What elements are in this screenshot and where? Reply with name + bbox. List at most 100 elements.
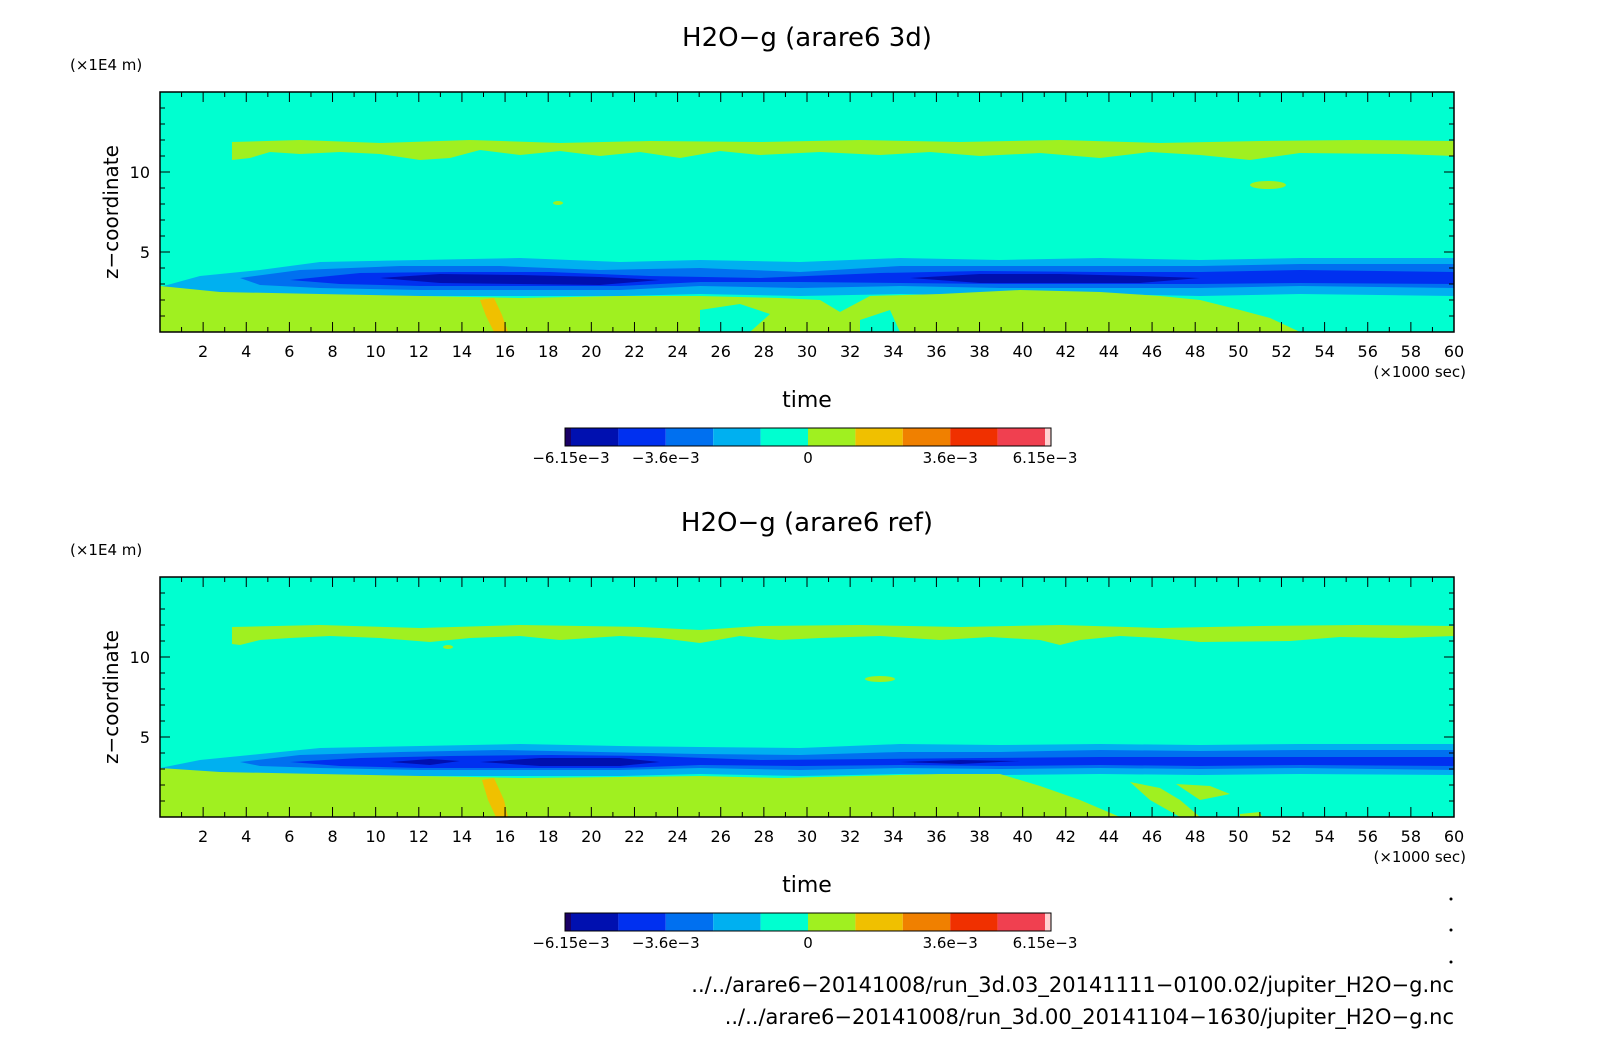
x-tick-label: 60 — [1444, 827, 1464, 846]
x-tick-label: 22 — [624, 827, 644, 846]
colorbar-tick-label: 3.6e−3 — [923, 449, 978, 467]
x-tick-label: 40 — [1012, 827, 1032, 846]
x-tick-label: 20 — [581, 342, 601, 361]
colorbar-tick-label: −3.6e−3 — [632, 934, 700, 952]
panel-1-blob-a — [1250, 181, 1286, 189]
panel-2-title: H2O−g (arare6 ref) — [681, 508, 933, 538]
panel-2-lower-band-core — [390, 758, 1020, 766]
x-tick-label: 18 — [538, 342, 558, 361]
source-file-path-1: ../../arare6−20141008/run_3d.03_20141111… — [691, 973, 1454, 998]
x-tick-label: 50 — [1228, 827, 1248, 846]
colorbar-swatch — [950, 913, 998, 931]
panel-1-blob-b — [553, 201, 563, 205]
colorbar-tick-label: 0 — [803, 449, 813, 467]
colorbar-tick-label: 6.15e−3 — [1013, 449, 1078, 467]
x-tick-label: 6 — [284, 827, 294, 846]
x-tick-label: 52 — [1271, 342, 1291, 361]
colorbar-swatch — [713, 913, 761, 931]
marker-dot — [1449, 960, 1453, 964]
x-tick-label: 20 — [581, 827, 601, 846]
panel-2-y-ticks: 5 10 — [130, 592, 1454, 802]
colorbar-swatch — [902, 428, 951, 446]
panel-1-x-ticks: 2 4 6 8 10 12 14 16 18 20 22 24 26 28 30 32 34 36 38 40 42 44… — [181, 92, 1464, 361]
x-tick-label: 22 — [624, 342, 644, 361]
x-tick-label: 40 — [1012, 342, 1032, 361]
panel-2-y-label: z−coordinate — [99, 630, 123, 764]
x-tick-label: 16 — [495, 342, 515, 361]
colorbar-swatch — [997, 913, 1045, 931]
x-tick-label: 28 — [754, 342, 774, 361]
colorbar-tick-label: 3.6e−3 — [923, 934, 978, 952]
x-tick-label: 32 — [840, 827, 860, 846]
colorbar-swatch — [565, 428, 571, 446]
x-tick-label: 32 — [840, 342, 860, 361]
x-tick-label: 60 — [1444, 342, 1464, 361]
x-tick-label: 44 — [1099, 342, 1119, 361]
panel-2-plot — [160, 577, 1454, 817]
x-tick-label: 38 — [969, 342, 989, 361]
colorbar-swatch — [1045, 913, 1051, 931]
panel-2-blob-a — [865, 676, 895, 682]
colorbar-swatch — [618, 428, 666, 446]
x-tick-label: 4 — [241, 342, 251, 361]
colorbar-swatch — [808, 428, 856, 446]
panel-2-low-patches — [1130, 782, 1262, 817]
x-tick-label: 56 — [1358, 827, 1378, 846]
x-tick-label: 2 — [198, 827, 208, 846]
marker-dot — [1449, 897, 1453, 901]
x-tick-label: 36 — [926, 827, 946, 846]
panel-2-blob-b — [443, 645, 453, 649]
x-tick-label: 38 — [969, 827, 989, 846]
colorbar-swatch — [997, 428, 1045, 446]
y-tick-label: 5 — [140, 728, 150, 747]
x-tick-label: 56 — [1358, 342, 1378, 361]
x-tick-label: 44 — [1099, 827, 1119, 846]
x-tick-label: 10 — [365, 342, 385, 361]
colorbar-swatch — [902, 913, 951, 931]
colorbar-tick-label: −6.15e−3 — [532, 934, 609, 952]
x-tick-label: 26 — [711, 827, 731, 846]
panel-1-y-label: z−coordinate — [99, 145, 123, 279]
x-tick-label: 14 — [452, 827, 472, 846]
colorbar-tick-label: −6.15e−3 — [532, 449, 609, 467]
colorbar-swatch — [808, 913, 856, 931]
panel-1-lower-band-core — [380, 274, 1200, 285]
panel-1: H2O−g (arare6 3d) (×1E4 m) 2 4 6 8 10 12 14 16 1… — [70, 23, 1466, 467]
x-tick-label: 30 — [797, 342, 817, 361]
x-tick-label: 12 — [409, 827, 429, 846]
y-tick-label: 10 — [130, 648, 150, 667]
x-tick-label: 46 — [1142, 827, 1162, 846]
x-tick-label: 24 — [667, 342, 687, 361]
x-tick-label: 48 — [1185, 827, 1205, 846]
x-tick-label: 36 — [926, 342, 946, 361]
colorbar-frame — [564, 912, 1052, 932]
x-tick-label: 8 — [327, 342, 337, 361]
x-tick-label: 46 — [1142, 342, 1162, 361]
colorbar-swatch — [760, 913, 808, 931]
x-tick-label: 50 — [1228, 342, 1248, 361]
colorbar-swatch — [565, 913, 571, 931]
colorbar-swatch — [665, 913, 714, 931]
panel-2-x-label: time — [782, 873, 832, 898]
panel-1-plot — [160, 92, 1454, 332]
x-tick-label: 12 — [409, 342, 429, 361]
source-file-path-2: ../../arare6−20141008/run_3d.00_20141104… — [725, 1005, 1454, 1030]
colorbar-swatch — [855, 428, 903, 446]
x-tick-label: 10 — [365, 827, 385, 846]
panel-2: H2O−g (arare6 ref) (×1E4 m) 2 4 6 8 10 12 14 16… — [70, 508, 1466, 952]
x-tick-label: 2 — [198, 342, 208, 361]
panel-1-x-label: time — [782, 388, 832, 413]
panel-2-colorbar: −6.15e−3 −3.6e−3 0 3.6e−3 6.15e−3 — [532, 912, 1077, 952]
x-tick-label: 16 — [495, 827, 515, 846]
y-tick-label: 10 — [130, 163, 150, 182]
colorbar-swatch — [1045, 428, 1051, 446]
x-tick-label: 26 — [711, 342, 731, 361]
panel-1-upper-layer — [232, 140, 1454, 160]
panel-1-x-unit: (×1000 sec) — [1373, 363, 1466, 381]
colorbar-tick-label: 0 — [803, 934, 813, 952]
colorbar-swatch — [571, 428, 619, 446]
x-tick-label: 58 — [1401, 342, 1421, 361]
panel-2-x-unit: (×1000 sec) — [1373, 848, 1466, 866]
panel-1-low-gap — [700, 304, 900, 332]
